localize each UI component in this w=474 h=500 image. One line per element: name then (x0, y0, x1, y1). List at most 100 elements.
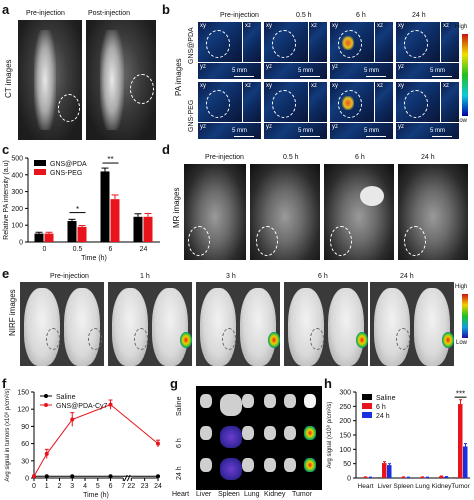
ct-side-label: CT images (4, 59, 13, 98)
plane-label-xy: xy (398, 83, 404, 89)
legend-marker (44, 394, 48, 398)
x-tick-label: Spleen (393, 483, 414, 490)
pa-xz-view: xz (375, 82, 393, 122)
x-tick-label: Liver (377, 483, 392, 490)
y-tick-label: 30 (21, 458, 29, 465)
x-tick-label: Tumor (451, 483, 470, 490)
nirf-side-label: NIRF images (8, 289, 17, 336)
scale-bar (234, 76, 254, 77)
mr-image-0.5h (250, 164, 320, 260)
tumor-circle (404, 30, 428, 58)
plane-label-xz: xz (245, 23, 251, 29)
plane-label-xz: xz (377, 23, 383, 29)
ct-pre-injection-image: Pre-injection (18, 10, 82, 140)
tumor-circle (272, 30, 296, 58)
nirf-tumor-signal (356, 332, 368, 348)
plane-label-yz: yz (266, 124, 272, 130)
organ-image (284, 394, 296, 408)
panel-label-f: f (2, 376, 7, 391)
bar (415, 477, 420, 479)
plane-label-xy: xy (398, 23, 404, 29)
nirf-image (370, 282, 454, 366)
mr-image-24h (398, 164, 468, 260)
y-tick-label: 50 (343, 461, 351, 468)
pa-side-label: PA images (174, 58, 183, 96)
pa-colorbar-high: High (455, 24, 468, 30)
organ-row-label-saline: Saline (176, 396, 183, 416)
y-tick-label: 90 (21, 424, 29, 431)
data-point (156, 474, 160, 479)
pa-colorbar-low: Low (456, 118, 468, 124)
tumor-circle (404, 226, 426, 256)
ct-title-pre: Pre-injection (26, 10, 65, 17)
legend-label: GNS@PDA-Cy7 (56, 403, 108, 410)
nirf-image (108, 282, 192, 366)
organ-image (220, 426, 242, 448)
organ-row-label-6h: 6 h (176, 438, 183, 448)
mouse-silhouette (152, 288, 188, 366)
y-axis-label: Avg signal (x10⁸ p/cm²/s) (326, 402, 333, 469)
y-tick-label: 0 (25, 476, 29, 483)
organ-image (264, 394, 276, 408)
x-tick-label: 22 (127, 483, 135, 490)
panel-label-b: b (162, 2, 170, 17)
y-tick-label: 60 (21, 441, 29, 448)
series-line (110, 404, 159, 444)
nirf-tumor-signal (180, 332, 192, 348)
plane-label-xz: xz (443, 83, 449, 89)
pa-time-1: 0.5 h (296, 12, 312, 19)
mouse-silhouette (64, 288, 100, 366)
data-point (44, 451, 49, 456)
pa-yz-view: yz 5 mm (264, 63, 327, 79)
tumor-circle (222, 328, 236, 350)
pa-yz-view: yz 5 mm (198, 63, 261, 79)
y-tick-label: 150 (339, 433, 351, 440)
organ-image (242, 426, 254, 440)
bar (77, 226, 87, 242)
nirf-tumor-signal (268, 332, 280, 348)
tumor-circle (188, 226, 210, 256)
significance-mark: *** (456, 389, 465, 398)
legend-label: GNS@PDA (50, 161, 87, 168)
nirf-time-3: 6 h (318, 273, 328, 280)
mouse-silhouette (112, 288, 148, 366)
pa-xy-view: xy (396, 22, 440, 62)
y-tick-label: 100 (11, 223, 23, 230)
scale-bar-label: 5 mm (232, 68, 247, 74)
legend-marker (44, 403, 48, 407)
ex-vivo-organ-images (196, 386, 322, 490)
mouse-silhouette (374, 288, 410, 366)
bar (444, 476, 449, 478)
scale-bar-label: 5 mm (364, 68, 379, 74)
organ-image (220, 458, 242, 480)
plane-label-xy: xy (332, 23, 338, 29)
tumor-circle (58, 94, 80, 122)
organ-image (200, 458, 212, 472)
bar (439, 476, 444, 478)
y-tick-label: 200 (11, 206, 23, 213)
tumor-circle (256, 226, 278, 256)
x-tick-label: 5 (96, 483, 100, 490)
x-axis-label: Time (h) (83, 492, 109, 499)
data-point (44, 474, 49, 479)
y-tick-label: 500 (11, 156, 23, 163)
x-tick-label: 1 (45, 483, 49, 490)
bar (406, 477, 411, 478)
pa-xy-view: xy (198, 22, 242, 62)
pa-yz-view: yz 5 mm (396, 123, 459, 139)
mouse-silhouette (24, 288, 60, 366)
bar (458, 404, 463, 478)
y-tick-label: 250 (339, 404, 351, 411)
organ-label-liver: Liver (196, 491, 212, 498)
pa-xy-view: xy (330, 82, 374, 122)
significance-mark: * (76, 205, 79, 214)
mr-bright-region (360, 186, 384, 206)
data-point (156, 441, 160, 446)
mouse-silhouette (328, 288, 364, 366)
plane-label-xz: xz (377, 83, 383, 89)
pa-xz-view: xz (243, 82, 261, 122)
x-tick-label: 6 (109, 246, 113, 253)
mr-image-pre (184, 164, 246, 260)
nirf-time-0: Pre-injection (50, 273, 89, 280)
